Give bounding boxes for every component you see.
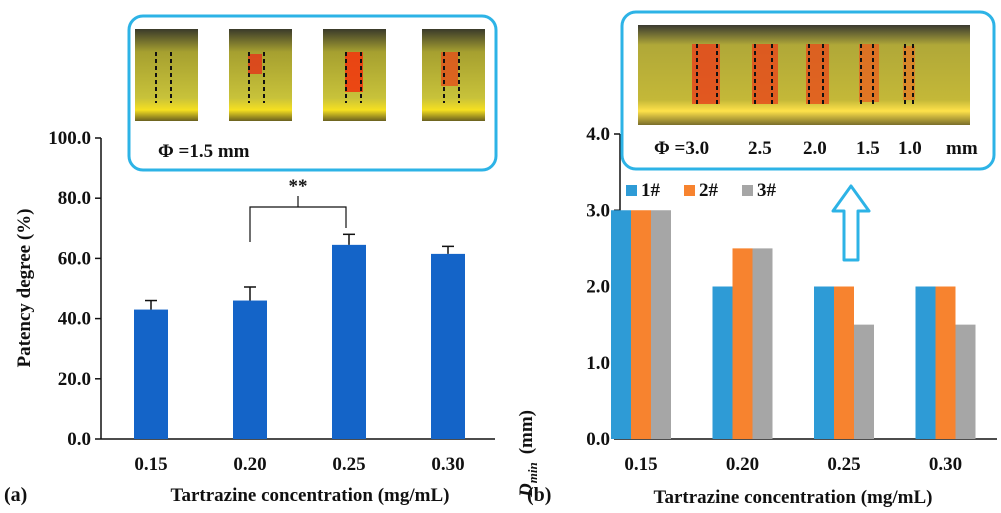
x-tick-label: 0.25	[332, 454, 365, 475]
x-axis-title-b: Tartrazine concentration (mg/mL)	[654, 487, 933, 508]
x-ticks-b: 0.15 0.20 0.25 0.30	[624, 454, 962, 475]
bar-series-2	[631, 210, 651, 439]
inset-b-label-5: 1.0	[898, 138, 922, 159]
bar-series-2	[935, 286, 956, 439]
bar-series-1	[712, 286, 733, 439]
y-tick-label: 20.0	[58, 369, 91, 390]
inset-b-label-1: Φ =3.0	[654, 138, 709, 159]
legend-label-2: 2#	[699, 180, 719, 201]
bar-series-1	[915, 286, 936, 439]
y-tick-label: 2.0	[586, 277, 610, 298]
bar-series-2	[732, 248, 753, 439]
inset-a: Φ =1.5 mm	[127, 14, 498, 172]
x-tick-label: 0.20	[233, 454, 266, 475]
y-tick-label: 100.0	[48, 128, 91, 149]
bracket-line	[249, 206, 347, 242]
y-axis-title-a: Patency degree (%)	[14, 209, 35, 368]
y-axis-title-b: Dmin(mm)	[516, 410, 540, 498]
y-tick-label: 80.0	[58, 188, 91, 209]
y-ticks-a: 0.0 20.0 40.0 60.0 80.0 100.0	[48, 128, 101, 450]
y-tick-label: 0.0	[586, 429, 610, 450]
bar-series-3	[651, 210, 671, 439]
legend-label-1: 1#	[641, 180, 661, 201]
up-arrow-icon	[831, 184, 871, 262]
y-tick-label: 3.0	[586, 200, 610, 221]
bar	[233, 300, 267, 439]
legend-label-3: 3#	[757, 180, 777, 201]
inset-b: Φ =3.0 2.5 2.0 1.5 1.0 mm	[620, 10, 996, 171]
y-tick-label: 0.0	[67, 429, 91, 450]
legend-swatch-3	[742, 185, 753, 196]
bar-series-3	[854, 324, 874, 439]
panel-a: 0.0 20.0 40.0 60.0 80.0 100.0 0.15 0.20 0.25 0.3…	[4, 14, 498, 506]
y-tick-label: 60.0	[58, 248, 91, 269]
bars-a	[134, 233, 465, 439]
gel-photo-1	[135, 29, 198, 121]
x-ticks-a: 0.15 0.20 0.25 0.30	[134, 454, 464, 475]
legend-swatch-1	[626, 185, 637, 196]
bar-series-3	[752, 248, 773, 439]
x-tick-label: 0.15	[134, 454, 167, 475]
panel-label-a: (a)	[4, 484, 27, 506]
gel-photo-2	[229, 29, 292, 121]
significance-bracket: **	[249, 176, 347, 242]
gel-photo-4	[422, 29, 485, 121]
significance-label: **	[289, 176, 308, 197]
legend-b: 1# 2# 3#	[626, 180, 777, 201]
y-tick-label: 1.0	[586, 353, 610, 374]
x-tick-label: 0.20	[726, 454, 759, 475]
inset-b-label-3: 2.0	[803, 138, 827, 159]
bar	[431, 253, 465, 439]
x-tick-label: 0.25	[827, 454, 860, 475]
bar	[332, 244, 366, 439]
bar-series-1	[814, 286, 834, 439]
inset-a-border	[127, 14, 498, 172]
x-axis-title-a: Tartrazine concentration (mg/mL)	[171, 485, 450, 506]
bar-series-2	[834, 286, 854, 439]
panel-b: 0.0 1.0 2.0 3.0 4.0 0.15 0.20 0.25 0.30 1# 2# 3…	[516, 10, 997, 508]
x-tick-label: 0.15	[624, 454, 657, 475]
bar-series-1	[611, 210, 631, 439]
panel-label-b: (b)	[527, 484, 551, 506]
inset-b-label-4: 1.5	[856, 138, 880, 159]
y-tick-label: 40.0	[58, 309, 91, 330]
legend-swatch-2	[684, 185, 695, 196]
x-tick-label: 0.30	[929, 454, 962, 475]
gel-photo-3	[323, 29, 386, 121]
inset-a-label: Φ =1.5 mm	[158, 141, 250, 162]
bars-b	[611, 210, 976, 439]
inset-b-label-6: mm	[946, 138, 978, 159]
bar	[134, 309, 168, 439]
gel-photo-wide	[638, 25, 970, 125]
x-tick-label: 0.30	[431, 454, 464, 475]
y-tick-label: 4.0	[586, 124, 610, 145]
inset-b-label-2: 2.5	[748, 138, 772, 159]
bar-series-3	[955, 324, 976, 439]
